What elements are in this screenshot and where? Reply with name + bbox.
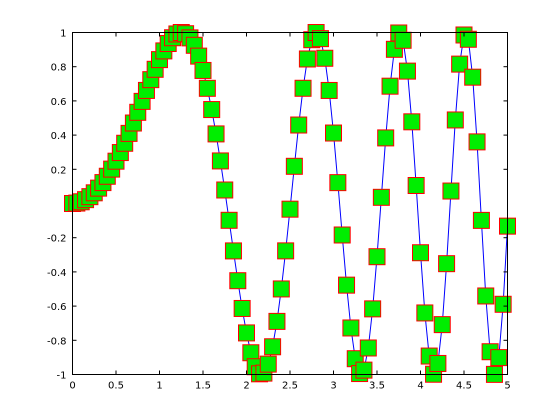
data-point [368,248,386,266]
ticks-layer: 0 0.5 1 1.5 2 2.5 3 3.5 4 4.5 5 -1 -0.8 -0.6 -0.4 -0.2 0… [47,29,511,392]
data-point [224,242,242,260]
y-tick-label: -0.6 [47,302,67,313]
data-point [433,316,451,334]
data-point [264,338,282,356]
data-point [416,304,434,322]
data-point [333,226,351,244]
data-point [477,287,495,305]
y-tick-label: -0.4 [47,268,67,279]
data-point [372,188,390,206]
y-tick-label: 0.4 [51,131,67,142]
data-point [338,276,356,294]
x-tick-label: 5 [504,381,510,392]
data-point [290,116,308,134]
data-point [494,295,512,313]
data-point [211,152,229,170]
data-point [198,79,216,97]
data-point [359,339,377,357]
x-tick-label: 1 [156,381,162,392]
y-tick-label: 0.6 [51,97,67,108]
data-point [233,299,251,317]
x-tick-label: 3 [330,381,336,392]
x-tick-label: 2 [243,381,249,392]
data-point [468,133,486,151]
x-tick-label: 4 [417,381,423,392]
data-point [325,124,342,142]
data-point [446,111,464,129]
data-point [472,211,490,229]
data-point [220,211,238,229]
y-tick-label: 1 [60,29,66,40]
y-tick-label: -0.8 [47,336,67,347]
data-point [203,101,221,119]
data-point [412,244,429,262]
data-point [207,125,225,143]
x-tick-label: 4.5 [456,381,472,392]
data-point [216,181,234,199]
data-point [464,68,482,86]
data-point [229,272,247,290]
data-point [407,177,425,194]
x-tick-label: 2.5 [282,381,298,392]
data-point [355,361,373,379]
data-point [438,255,456,273]
data-point [398,62,416,80]
data-point [459,30,477,48]
data-layer [64,24,516,383]
data-point [194,61,212,79]
x-tick-label: 0 [69,381,75,392]
data-point [268,312,286,330]
data-point [238,324,255,342]
data-point [277,242,295,260]
data-point [294,79,312,97]
data-point [316,49,334,67]
y-tick-label: 0.8 [51,63,67,74]
y-tick-label: 0.2 [51,165,67,176]
x-tick-label: 1.5 [195,381,211,392]
data-point [490,349,508,367]
data-point [342,319,360,337]
y-tick-label: -0.2 [47,234,67,245]
data-point [311,30,329,48]
data-point [329,174,347,192]
data-point [320,81,338,99]
data-point [259,355,277,373]
data-point [281,200,299,218]
data-point [403,113,421,131]
data-point [429,354,447,372]
data-point [190,47,208,65]
data-point [394,31,412,49]
x-tick-label: 0.5 [108,381,124,392]
data-point [442,182,460,200]
y-tick-label: -1 [57,371,67,382]
data-point [285,157,303,175]
data-point [381,77,399,95]
data-point [298,50,316,68]
data-point [272,280,290,298]
data-point [377,129,395,147]
x-tick-label: 3.5 [369,381,385,392]
data-point [451,55,469,73]
data-point [364,300,382,318]
